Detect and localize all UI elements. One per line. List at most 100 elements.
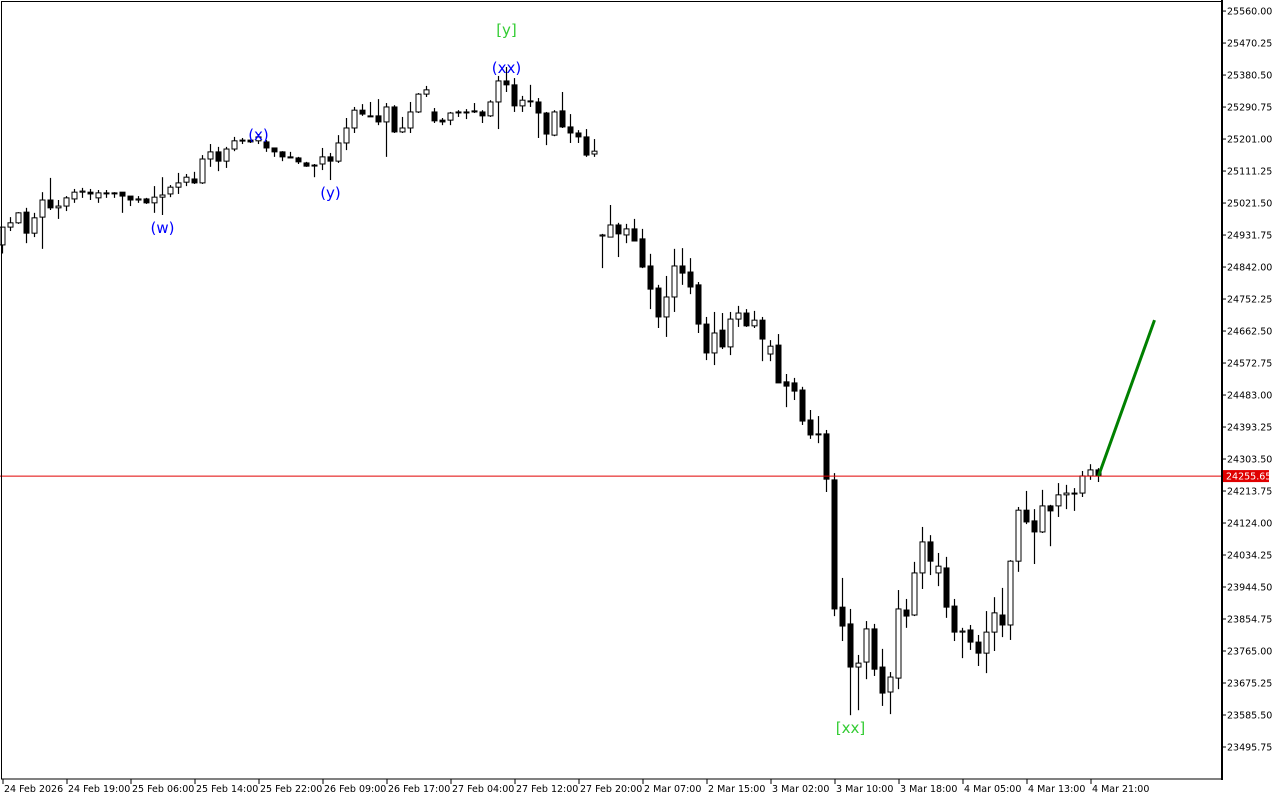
candle [311, 164, 318, 178]
candle [687, 258, 694, 295]
candle-body-bull [423, 89, 430, 95]
y-tick-label: 25290.75 [1227, 103, 1272, 114]
price-axis[interactable]: 25560.00 25470.25 25380.50 25290.75 25201.00… [1222, 7, 1272, 754]
candle [463, 109, 470, 120]
y-tick-label: 24124.00 [1227, 519, 1272, 530]
candle-body-bear [823, 433, 830, 480]
candle [903, 598, 910, 628]
candle [175, 172, 182, 194]
candle-body-bear [559, 110, 566, 128]
candle [335, 135, 342, 163]
candle-body-bear [703, 323, 710, 354]
y-tick-label: 23854.75 [1227, 615, 1272, 626]
candle-body-bull [863, 628, 870, 663]
candle [71, 188, 78, 203]
candle [7, 217, 14, 232]
candle-body-bear [535, 101, 542, 114]
candle-body-bull [599, 234, 606, 237]
candle-body-bear [303, 162, 310, 167]
candle [415, 93, 422, 114]
candle [79, 187, 86, 198]
candle [407, 101, 414, 133]
y-tick-label: 24931.75 [1227, 231, 1272, 242]
candle [743, 309, 750, 327]
candle [47, 177, 54, 210]
candle [615, 222, 622, 258]
candle-body-bull [1039, 505, 1046, 533]
y-tick-label: 23765.00 [1227, 647, 1272, 658]
y-tick-label: 24752.25 [1227, 295, 1272, 306]
candle-body-bear [695, 284, 702, 325]
candle [943, 556, 950, 618]
x-tick-label: 4 Mar 13:00 [1028, 784, 1085, 795]
candle-body-bear [967, 629, 974, 643]
candle-body-bear [879, 666, 886, 694]
candle-body-bull [367, 115, 374, 118]
x-tick-label: 27 Feb 12:00 [516, 784, 578, 795]
candle [839, 577, 846, 642]
candle-body-bull [63, 197, 70, 207]
candle-body-bull [607, 224, 614, 238]
candles [0, 67, 1102, 716]
candle-body-bear [583, 136, 590, 156]
candle-body-bull [711, 332, 718, 354]
y-tick-label: 25201.00 [1227, 135, 1272, 146]
candle [39, 192, 46, 249]
wave-label: [y] [496, 21, 517, 39]
candle-body-bear [567, 126, 574, 134]
candle [1047, 504, 1054, 547]
candle [599, 233, 606, 269]
y-tick-label: 24662.50 [1227, 327, 1272, 338]
candle-body-bull [311, 164, 318, 167]
y-tick-label: 24034.25 [1227, 551, 1272, 562]
candle-body-bear [655, 287, 662, 318]
candle [935, 552, 942, 587]
wave-label: (xx) [492, 59, 521, 77]
candle-body-bull [671, 265, 678, 298]
time-axis[interactable]: 24 Feb 2026 24 Feb 19:00 25 Feb 06:00 25 Fe… [2, 779, 1149, 795]
candle-body-bull [1007, 560, 1014, 626]
candle-body-bear [743, 312, 750, 327]
candle [247, 139, 254, 143]
candle-body-bull [1071, 492, 1078, 495]
candle [639, 228, 646, 269]
candle-body-bull [151, 196, 158, 204]
y-tick-label: 23675.25 [1227, 679, 1272, 690]
x-tick-label: 2 Mar 15:00 [708, 784, 765, 795]
candle-body-bear [439, 119, 446, 123]
x-tick-label: 24 Feb 2026 [4, 784, 63, 795]
candle-body-bull [31, 217, 38, 234]
candle-body-bull [415, 93, 422, 113]
candle-body-bear [479, 111, 486, 117]
candle-body-bull [1055, 494, 1062, 507]
candle-body-bull [407, 111, 414, 129]
candle-body-bull [111, 192, 118, 195]
candle [863, 621, 870, 680]
wave-label: [xx] [836, 719, 865, 737]
x-tick-label: 27 Feb 20:00 [580, 784, 642, 795]
x-tick-label: 4 Mar 21:00 [1092, 784, 1149, 795]
candle-body-bear [687, 271, 694, 288]
candle [127, 195, 134, 207]
candle [135, 196, 142, 203]
candle-body-bear [799, 389, 806, 422]
candle [719, 313, 726, 350]
candle [223, 146, 230, 168]
candle-body-bear [783, 381, 790, 387]
candle [159, 177, 166, 215]
candle-body-bull [1063, 492, 1070, 496]
candle [383, 103, 390, 157]
candle-body-bear [575, 132, 582, 138]
candle [479, 110, 486, 123]
candle [359, 104, 366, 116]
current-price-badge [1223, 470, 1269, 483]
candle [0, 226, 6, 254]
candle-body-bull [0, 226, 6, 246]
candle-body-bear [127, 195, 134, 201]
candle-body-bear [871, 628, 878, 670]
candle [967, 624, 974, 650]
candle [655, 284, 662, 328]
candle-body-bull [175, 182, 182, 188]
candle-body-bear [391, 106, 398, 133]
